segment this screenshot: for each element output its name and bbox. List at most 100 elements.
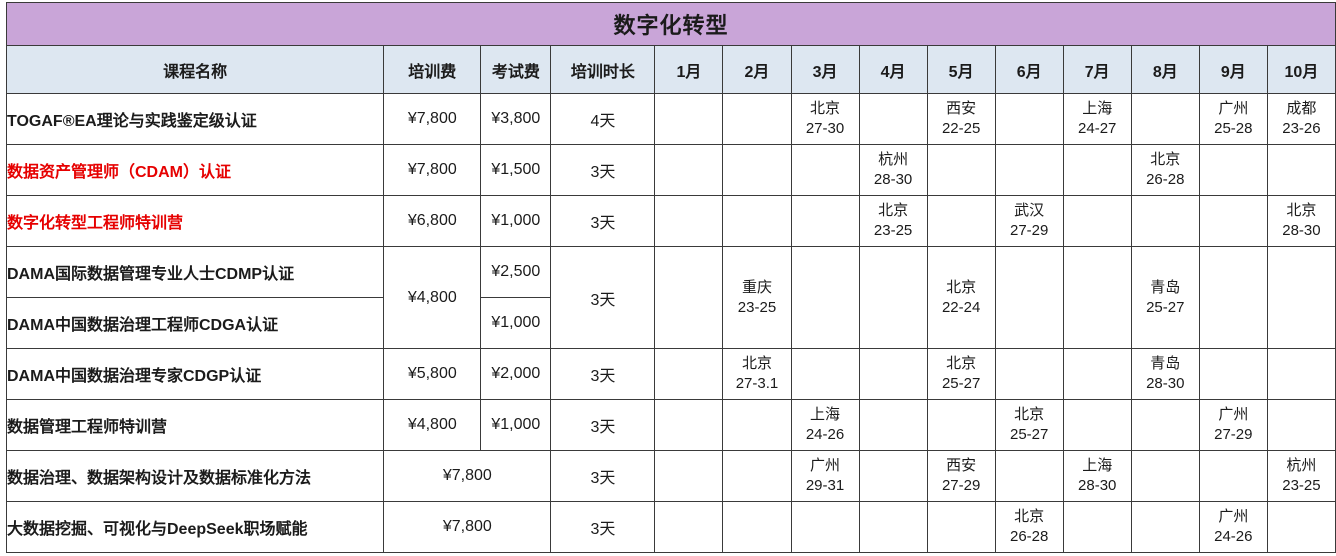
schedule-cell bbox=[1130, 450, 1200, 502]
column-header-row: 课程名称 培训费 考试费 培训时长 1月 2月 3月 4月 5月 6月 7月 8月 9月 10月 bbox=[5, 45, 1336, 94]
duration-cell: 3天 bbox=[550, 246, 656, 349]
training-fee-cell: ¥7,800 bbox=[383, 450, 552, 502]
schedule-cell: 成都 23-26 bbox=[1266, 93, 1336, 145]
city-label: 成都 bbox=[1286, 100, 1317, 117]
schedule-cell bbox=[1062, 246, 1132, 349]
schedule-cell bbox=[654, 348, 724, 400]
schedule-cell bbox=[1266, 246, 1336, 349]
date-range-label: 29-31 bbox=[805, 477, 845, 494]
schedule-cell bbox=[1266, 501, 1336, 553]
date-range-label: 22-25 bbox=[941, 120, 981, 137]
schedule-cell: 上海 24-26 bbox=[790, 399, 860, 451]
schedule-cell bbox=[1062, 399, 1132, 451]
schedule-cell bbox=[1266, 399, 1336, 451]
city-label: 重庆 bbox=[741, 278, 772, 296]
course-name-cell: DAMA国际数据管理专业人士CDMP认证 bbox=[5, 246, 385, 298]
column-header: 培训费 bbox=[383, 45, 482, 94]
duration-cell: 3天 bbox=[550, 348, 656, 400]
city-label: 北京 bbox=[1014, 406, 1045, 423]
schedule-cell bbox=[926, 501, 996, 553]
schedule-cell bbox=[994, 450, 1064, 502]
schedule-cell: 杭州 28-30 bbox=[858, 144, 928, 196]
city-label: 青岛 bbox=[1150, 355, 1181, 372]
date-range-label: 25-27 bbox=[941, 375, 981, 392]
duration-cell: 3天 bbox=[550, 144, 656, 196]
schedule-cell: 上海 24-27 bbox=[1062, 93, 1132, 145]
title-row: 数字化转型 bbox=[6, 2, 1336, 46]
month-header: 1月 bbox=[654, 45, 724, 94]
schedule-cell bbox=[1198, 348, 1268, 400]
schedule-cell bbox=[994, 348, 1064, 400]
city-label: 上海 bbox=[1082, 457, 1113, 474]
date-range-label: 27-29 bbox=[1009, 222, 1049, 239]
city-label: 杭州 bbox=[1286, 457, 1317, 474]
date-range-label: 26-28 bbox=[1009, 528, 1049, 545]
date-range-label: 22-24 bbox=[941, 298, 981, 316]
schedule-cell bbox=[722, 450, 792, 502]
duration-cell: 3天 bbox=[550, 450, 656, 502]
schedule-cell: 广州 24-26 bbox=[1198, 501, 1268, 553]
schedule-cell: 北京 28-30 bbox=[1266, 195, 1336, 247]
table-row: DAMA中国数据治理工程师CDGA认证 ¥1,000 bbox=[5, 297, 1336, 349]
schedule-cell bbox=[1062, 195, 1132, 247]
schedule-cell bbox=[790, 246, 860, 349]
schedule-cell: 北京 22-24 bbox=[926, 246, 996, 349]
training-schedule-table: 数字化转型 课程名称 培训费 考试费 培训时长 1月 2月 3月 4月 5月 6月 7月 8月 9月 10… bbox=[5, 2, 1336, 553]
date-range-label: 26-28 bbox=[1146, 171, 1185, 188]
schedule-cell: 广州 25-28 bbox=[1198, 93, 1268, 145]
schedule-cell bbox=[926, 195, 996, 247]
date-range-label: 23-25 bbox=[737, 298, 777, 316]
training-fee-cell: ¥7,800 bbox=[383, 144, 482, 196]
schedule-cell bbox=[1130, 501, 1200, 553]
city-label: 杭州 bbox=[878, 151, 909, 168]
schedule-cell: 武汉 27-29 bbox=[994, 195, 1064, 247]
schedule-cell bbox=[654, 450, 724, 502]
schedule-cell bbox=[1198, 450, 1268, 502]
month-header: 5月 bbox=[926, 45, 996, 94]
month-header: 6月 bbox=[994, 45, 1064, 94]
schedule-cell: 广州 29-31 bbox=[790, 450, 860, 502]
schedule-cell bbox=[790, 501, 860, 553]
schedule-cell bbox=[1266, 144, 1336, 196]
schedule-cell bbox=[926, 399, 996, 451]
date-range-label: 24-26 bbox=[1214, 528, 1253, 545]
exam-fee-cell: ¥3,800 bbox=[480, 93, 552, 145]
city-label: 北京 bbox=[1150, 151, 1181, 168]
schedule-cell: 上海 28-30 bbox=[1062, 450, 1132, 502]
table-row: 数字化转型工程师特训营 ¥6,800 ¥1,000 3天 北京 23-25 武汉 27-29 北… bbox=[5, 195, 1336, 247]
schedule-cell bbox=[1198, 195, 1268, 247]
schedule-cell: 西安 27-29 bbox=[926, 450, 996, 502]
city-label: 北京 bbox=[946, 278, 977, 296]
schedule-cell: 北京 26-28 bbox=[1130, 144, 1200, 196]
schedule-cell bbox=[654, 246, 724, 349]
month-header: 9月 bbox=[1198, 45, 1268, 94]
schedule-cell bbox=[1198, 144, 1268, 196]
schedule-cell bbox=[722, 195, 792, 247]
training-fee-cell: ¥6,800 bbox=[383, 195, 482, 247]
schedule-cell bbox=[858, 246, 928, 349]
month-header: 10月 bbox=[1266, 45, 1336, 94]
city-label: 北京 bbox=[810, 100, 841, 117]
exam-fee-cell: ¥1,000 bbox=[480, 195, 552, 247]
city-label: 北京 bbox=[1286, 202, 1317, 219]
training-fee-cell: ¥4,800 bbox=[383, 246, 482, 349]
column-header: 考试费 bbox=[480, 45, 552, 94]
duration-cell: 4天 bbox=[550, 93, 656, 145]
column-header: 培训时长 bbox=[550, 45, 656, 94]
schedule-cell: 北京 27-30 bbox=[790, 93, 860, 145]
city-label: 广州 bbox=[1218, 406, 1249, 423]
schedule-cell bbox=[722, 93, 792, 145]
schedule-cell bbox=[654, 399, 724, 451]
city-label: 上海 bbox=[810, 406, 841, 423]
schedule-cell bbox=[858, 93, 928, 145]
schedule-cell bbox=[858, 501, 928, 553]
schedule-cell bbox=[1062, 348, 1132, 400]
date-range-label: 25-27 bbox=[1146, 298, 1185, 316]
course-name-cell: 数据资产管理师（CDAM）认证 bbox=[5, 144, 385, 196]
table-row: DAMA中国数据治理专家CDGP认证 ¥5,800 ¥2,000 3天 北京 27-3.1… bbox=[5, 348, 1336, 400]
city-label: 北京 bbox=[946, 355, 977, 372]
schedule-cell bbox=[1130, 195, 1200, 247]
city-label: 上海 bbox=[1082, 100, 1113, 117]
date-range-label: 28-30 bbox=[1282, 222, 1321, 239]
